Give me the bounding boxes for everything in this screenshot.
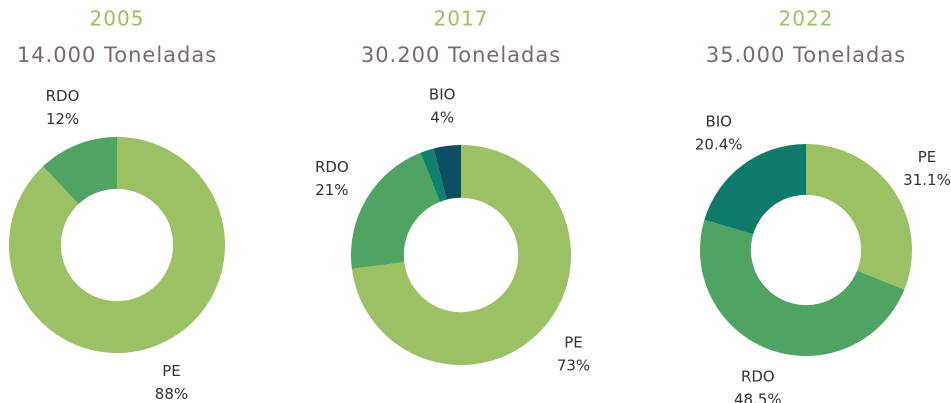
chart-title: 2005 [90, 7, 145, 31]
value-label: 12% [46, 110, 79, 128]
chart-subtitle: 14.000 Toneladas [17, 43, 217, 67]
segment-label: PE [162, 362, 181, 380]
segment-label: BIO [429, 86, 456, 104]
donut-segment [420, 148, 447, 202]
value-label: 31.1% [903, 171, 951, 189]
donut-segment [704, 144, 806, 235]
donut-segment [351, 152, 440, 269]
chart-title: 2022 [779, 7, 834, 31]
chart-subtitle: 35.000 Toneladas [706, 43, 906, 67]
chart-subtitle: 30.200 Toneladas [361, 43, 561, 67]
segment-label: BIO [705, 112, 732, 130]
donut-segment [806, 144, 912, 290]
value-label: 48.5% [734, 390, 782, 403]
value-label: 21% [315, 181, 348, 199]
segment-label: RDO [315, 158, 349, 176]
value-label: 73% [557, 357, 590, 375]
segment-label: PE [564, 334, 583, 352]
value-label: 88% [155, 385, 188, 403]
donut-segment [351, 145, 571, 365]
donut-segment [433, 145, 461, 200]
value-label: 20.4% [695, 135, 743, 153]
donut-segment [8, 137, 226, 353]
donut-segment [43, 137, 118, 205]
chart-title: 2017 [434, 7, 489, 31]
segment-label: RDO [46, 87, 80, 105]
donut-segment [699, 219, 905, 357]
segment-label: RDO [741, 367, 775, 385]
segment-label: PE [918, 148, 937, 166]
value-label: 4% [430, 109, 454, 127]
